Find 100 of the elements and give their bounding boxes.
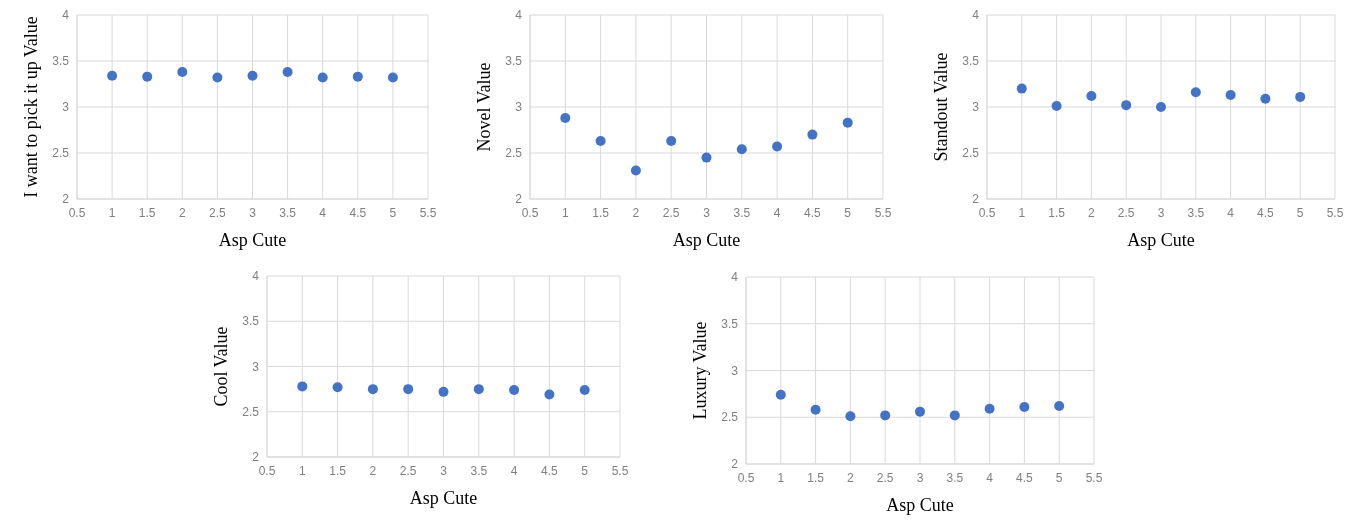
x-tick-label: 1.5 [329,464,347,478]
point [1225,90,1236,101]
x-tick-label: 4 [1227,206,1235,220]
y-axis-title: Novel Value [474,62,494,152]
point [807,129,818,140]
point [984,403,995,414]
point [880,410,891,421]
x-tick-label: 1.5 [807,471,825,485]
x-tick-label: 5 [1296,206,1304,220]
y-tick-label: 2.5 [962,146,980,160]
point [509,385,520,396]
point [915,406,925,417]
point [473,384,484,395]
x-axis-title: Asp Cute [1127,230,1195,250]
x-tick-label: 0.5 [68,206,86,220]
x-tick-label: 2.5 [209,206,227,220]
x-tick-label: 1 [108,206,116,220]
point [367,384,378,395]
x-axis-title: Asp Cute [672,230,741,250]
x-tick-label: 2.5 [876,471,894,485]
point [1121,100,1132,111]
x-tick-label: 2 [847,471,855,485]
point [1051,101,1062,112]
x-tick-label: 3.5 [946,471,964,485]
x-axis-title: Asp Cute [886,495,954,515]
x-tick-label: 1.5 [1048,206,1066,220]
y-tick-label: 3 [252,359,260,374]
x-tick-label: 3 [703,206,711,220]
x-tick-label: 5.5 [1326,206,1344,220]
y-tick-label: 3 [515,100,523,114]
x-tick-label: 5.5 [611,464,629,478]
x-tick-label: 2 [178,206,186,220]
x-tick-label: 4.5 [541,464,559,478]
point [1260,93,1271,104]
point [1054,401,1065,412]
x-tick-label: 3.5 [470,464,488,478]
x-tick-label: 0.5 [521,206,539,220]
x-tick-label: 2 [1088,206,1096,220]
point [949,410,960,421]
y-tick-label: 3 [972,100,980,114]
y-tick-label: 3.5 [242,314,260,329]
x-tick-label: 0.5 [978,206,996,220]
x-tick-label: 3 [1157,206,1165,220]
point [403,384,414,395]
x-tick-label: 3 [916,471,924,485]
point [775,389,786,400]
x-tick-label: 5.5 [1085,471,1103,485]
x-tick-label: 4 [986,471,994,485]
x-tick-label: 2 [632,206,640,220]
y-tick-label: 3.5 [52,54,70,68]
x-tick-label: 1 [561,206,569,220]
y-tick-label: 2.5 [52,146,70,160]
point [544,389,555,400]
point [297,381,308,392]
y-tick-label: 4 [62,8,70,22]
x-tick-label: 3.5 [279,206,297,220]
x-tick-label: 1 [1018,206,1026,220]
x-tick-label: 4 [773,206,781,220]
x-tick-label: 5.5 [874,206,892,220]
x-tick-label: 5 [389,206,397,220]
point [1295,91,1306,102]
x-tick-label: 5.5 [419,206,437,220]
x-tick-label: 4.5 [1016,471,1034,485]
point [560,113,571,124]
y-tick-label: 2.5 [505,146,523,160]
x-axis-title: Asp Cute [218,230,287,250]
x-tick-label: 2 [369,464,377,478]
x-tick-label: 1.5 [138,206,156,220]
point [1019,401,1030,412]
point [842,117,853,128]
y-tick-label: 3.5 [962,54,980,68]
y-axis-title: I want to pick it up Value [21,16,41,198]
point [579,385,590,396]
point [332,382,343,393]
y-tick-label: 2.5 [242,404,260,419]
point [1016,83,1027,94]
x-tick-label: 1 [777,471,785,485]
y-tick-label: 2 [972,192,980,206]
x-tick-label: 1.5 [592,206,610,220]
y-tick-label: 4 [515,8,523,22]
y-tick-label: 3 [62,100,70,114]
x-tick-label: 4.5 [349,206,367,220]
x-tick-label: 0.5 [737,471,755,485]
x-tick-label: 5 [581,464,589,478]
y-axis-title: Cool Value [211,326,231,407]
x-tick-label: 5 [844,206,852,220]
x-axis-title: Asp Cute [409,488,478,508]
y-tick-label: 2 [62,192,70,206]
x-tick-label: 0.5 [258,464,276,478]
point [810,404,821,415]
point [701,152,712,163]
x-tick-label: 5 [1055,471,1063,485]
y-tick-label: 3 [731,363,739,378]
point [1190,87,1201,98]
y-tick-label: 2 [252,450,260,464]
x-tick-label: 4.5 [1257,206,1275,220]
y-tick-label: 4 [972,8,980,22]
y-tick-label: 2.5 [721,410,739,425]
y-tick-label: 4 [252,269,260,283]
y-tick-label: 4 [731,270,739,284]
